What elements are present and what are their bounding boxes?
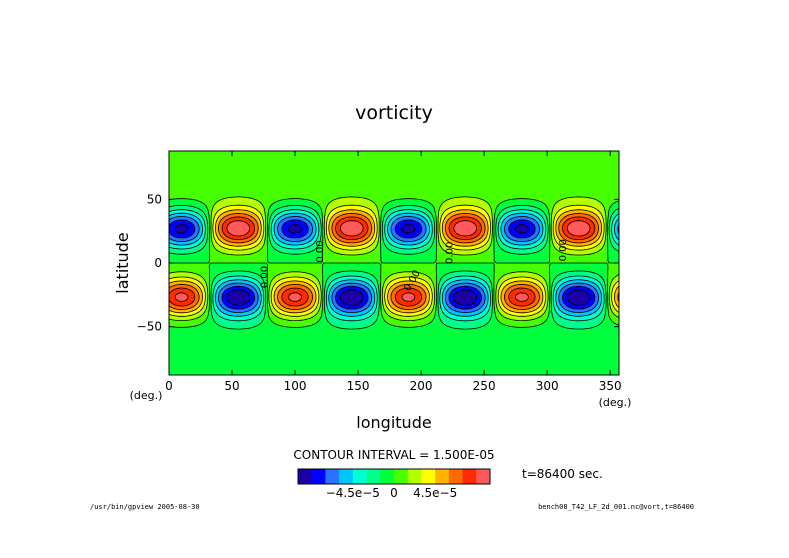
contour-level-neg2 xyxy=(169,209,619,322)
x-axis-label: longitude xyxy=(356,413,431,432)
x-tick-label: 300 xyxy=(536,379,559,393)
colorbar-swatch xyxy=(339,469,354,484)
x-tick-label: 350 xyxy=(599,379,622,393)
colorbar-swatch xyxy=(476,469,491,484)
x-tick-label: 150 xyxy=(347,379,370,393)
x-tick-label: 0 xyxy=(165,379,173,393)
contour-level-pos4 xyxy=(169,213,619,310)
contour-level-pos6 xyxy=(174,220,591,302)
colorbar-tick-label: 0 xyxy=(390,486,398,500)
x-tick-label: 250 xyxy=(473,379,496,393)
contour-level-pos2 xyxy=(169,204,619,317)
contour-level-pos3 xyxy=(169,209,619,314)
contour-lines xyxy=(169,196,619,330)
contour-label: 0.00 xyxy=(445,242,456,264)
contour-label: 0.00 xyxy=(315,240,326,262)
contour-label: 0.00 xyxy=(259,266,270,288)
y-axis-label: latitude xyxy=(113,232,132,293)
colorbar-swatch xyxy=(298,469,313,484)
colorbar-tick-label: 4.5e−5 xyxy=(413,486,457,500)
colorbar-swatch xyxy=(448,469,463,484)
contour-level-neg1 xyxy=(169,205,619,330)
colorbar-swatch xyxy=(462,469,477,484)
x-tick-label: 50 xyxy=(224,379,239,393)
time-label: t=86400 sec. xyxy=(522,467,603,481)
y-tick-label: 0 xyxy=(154,256,162,270)
contour-level-pos0 xyxy=(169,198,619,328)
contour-level-neg3 xyxy=(169,212,619,317)
colorbar-swatch xyxy=(435,469,450,484)
colorbar-frame xyxy=(297,468,491,485)
y-unit-label: (deg.) xyxy=(130,389,163,402)
x-tick-label: 100 xyxy=(284,379,307,393)
colorbar-swatch xyxy=(407,469,422,484)
colorbar-swatch xyxy=(380,469,395,484)
colorbar-swatch xyxy=(311,469,326,484)
x-unit-label: (deg.) xyxy=(599,396,632,409)
contour-level-neg4 xyxy=(169,216,619,313)
x-tick-label: 200 xyxy=(410,379,433,393)
y-tick-label: 50 xyxy=(147,192,162,206)
colorbar-swatch xyxy=(325,469,340,484)
contour-interval-text: CONTOUR INTERVAL = 1.500E-05 xyxy=(293,448,494,462)
colorbar-swatch xyxy=(352,469,367,484)
footer-right: bench08_T42_LF_2d_001.nc@vort,t=86400 xyxy=(538,503,694,511)
colorbar-swatch xyxy=(394,469,409,484)
colorbar-tick-label: −4.5e−5 xyxy=(326,486,380,500)
contour-label: 0.00 xyxy=(558,239,569,261)
contour-level-neg6 xyxy=(174,224,591,306)
colorbar: −4.5e−5 0 4.5e−5 xyxy=(297,468,491,500)
footer-left: /usr/bin/gpview 2005-08-30 xyxy=(90,503,200,511)
colorbar-swatch xyxy=(421,469,436,484)
contour-level-pos5 xyxy=(169,216,596,307)
colorbar-swatch xyxy=(366,469,381,484)
contour-level-pos1 xyxy=(169,196,619,321)
chart-title: vorticity xyxy=(355,102,433,124)
contour-level-neg5 xyxy=(169,219,596,310)
x-axis: 0 50 100 150 200 250 300 350 xyxy=(165,151,622,393)
y-axis: −50 0 50 xyxy=(137,192,619,334)
y-tick-label: −50 xyxy=(137,320,162,334)
